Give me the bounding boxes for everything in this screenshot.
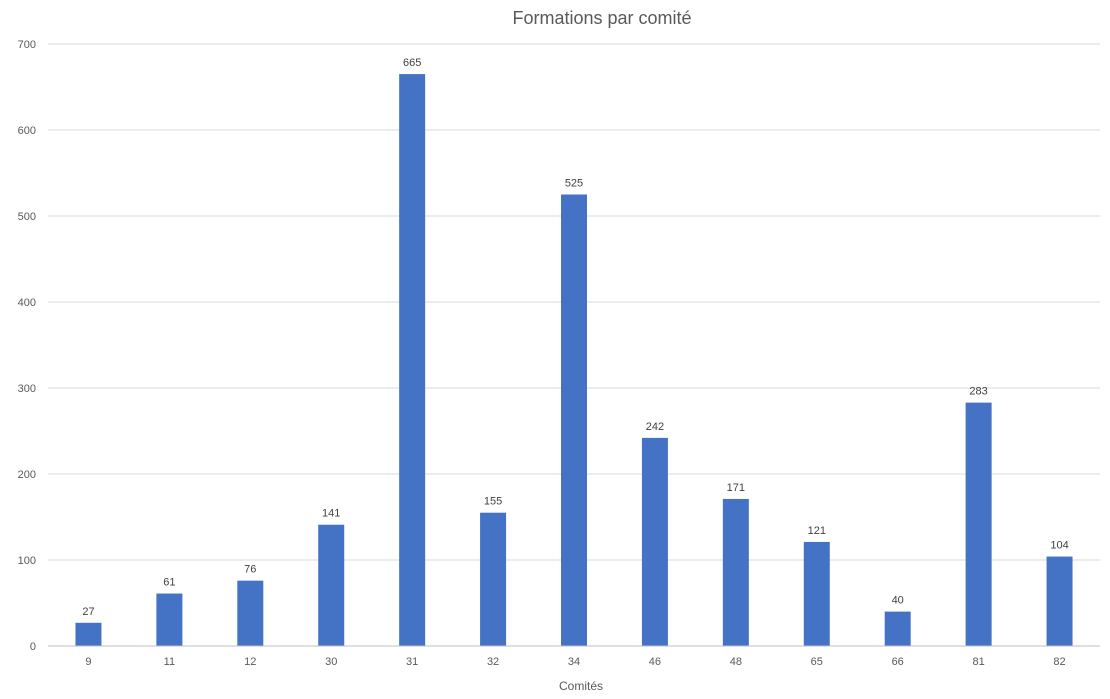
x-tick-label: 30 [325, 656, 337, 668]
x-tick-label: 82 [1053, 656, 1065, 668]
bar [884, 611, 911, 646]
bar [803, 541, 830, 646]
bar-value-label: 27 [82, 606, 94, 618]
bar-value-label: 61 [163, 577, 175, 589]
x-axis-tick-labels: 9 11 12 30 31 32 34 46 48 65 66 81 82 [85, 656, 1065, 668]
bar-value-label: 40 [892, 595, 904, 607]
bar-value-label: 121 [808, 525, 826, 537]
bar-value-label: 155 [484, 496, 502, 508]
y-axis-tick-labels: 0 100 200 300 400 500 600 700 [18, 39, 36, 653]
bars [75, 74, 1073, 647]
x-tick-label: 48 [730, 656, 742, 668]
y-tick-label: 400 [18, 297, 36, 309]
bar [237, 580, 264, 646]
x-tick-label: 11 [164, 656, 175, 668]
bar-value-label: 104 [1050, 540, 1068, 552]
bar [399, 74, 426, 647]
bar-value-label: 242 [646, 421, 664, 433]
x-tick-label: 12 [244, 656, 256, 668]
bar [722, 498, 749, 646]
bar [561, 194, 587, 646]
y-tick-label: 100 [18, 555, 36, 567]
chart-title: Formations par comité [512, 8, 691, 28]
bar-value-label: 141 [322, 508, 340, 520]
y-tick-label: 0 [30, 641, 36, 653]
bar [641, 437, 668, 646]
x-tick-label: 32 [487, 656, 499, 668]
bar [1046, 556, 1073, 646]
y-tick-label: 700 [18, 39, 36, 51]
bar [156, 593, 183, 646]
x-tick-label: 9 [85, 656, 91, 668]
x-tick-label: 34 [568, 656, 580, 668]
y-tick-label: 600 [18, 125, 36, 137]
bar [480, 512, 507, 646]
x-tick-label: 31 [406, 656, 418, 668]
bar-value-label: 171 [727, 482, 745, 494]
y-tick-label: 300 [18, 383, 36, 395]
x-tick-label: 46 [649, 656, 661, 668]
bar [965, 402, 992, 646]
bar-value-label: 283 [969, 386, 987, 398]
x-tick-label: 65 [811, 656, 823, 668]
bar [75, 622, 102, 646]
bar-value-label: 525 [565, 178, 583, 190]
y-tick-label: 500 [18, 211, 36, 223]
data-labels: 27 61 76 141 665 155 525 242 171 121 40 283 104 [82, 57, 1068, 618]
x-tick-label: 66 [892, 656, 904, 668]
y-tick-label: 200 [18, 469, 36, 481]
bar-value-label: 665 [403, 57, 421, 69]
bar-value-label: 76 [244, 564, 256, 576]
bar [318, 524, 345, 646]
x-tick-label: 81 [972, 656, 984, 668]
x-axis-title: Comités [559, 679, 603, 693]
